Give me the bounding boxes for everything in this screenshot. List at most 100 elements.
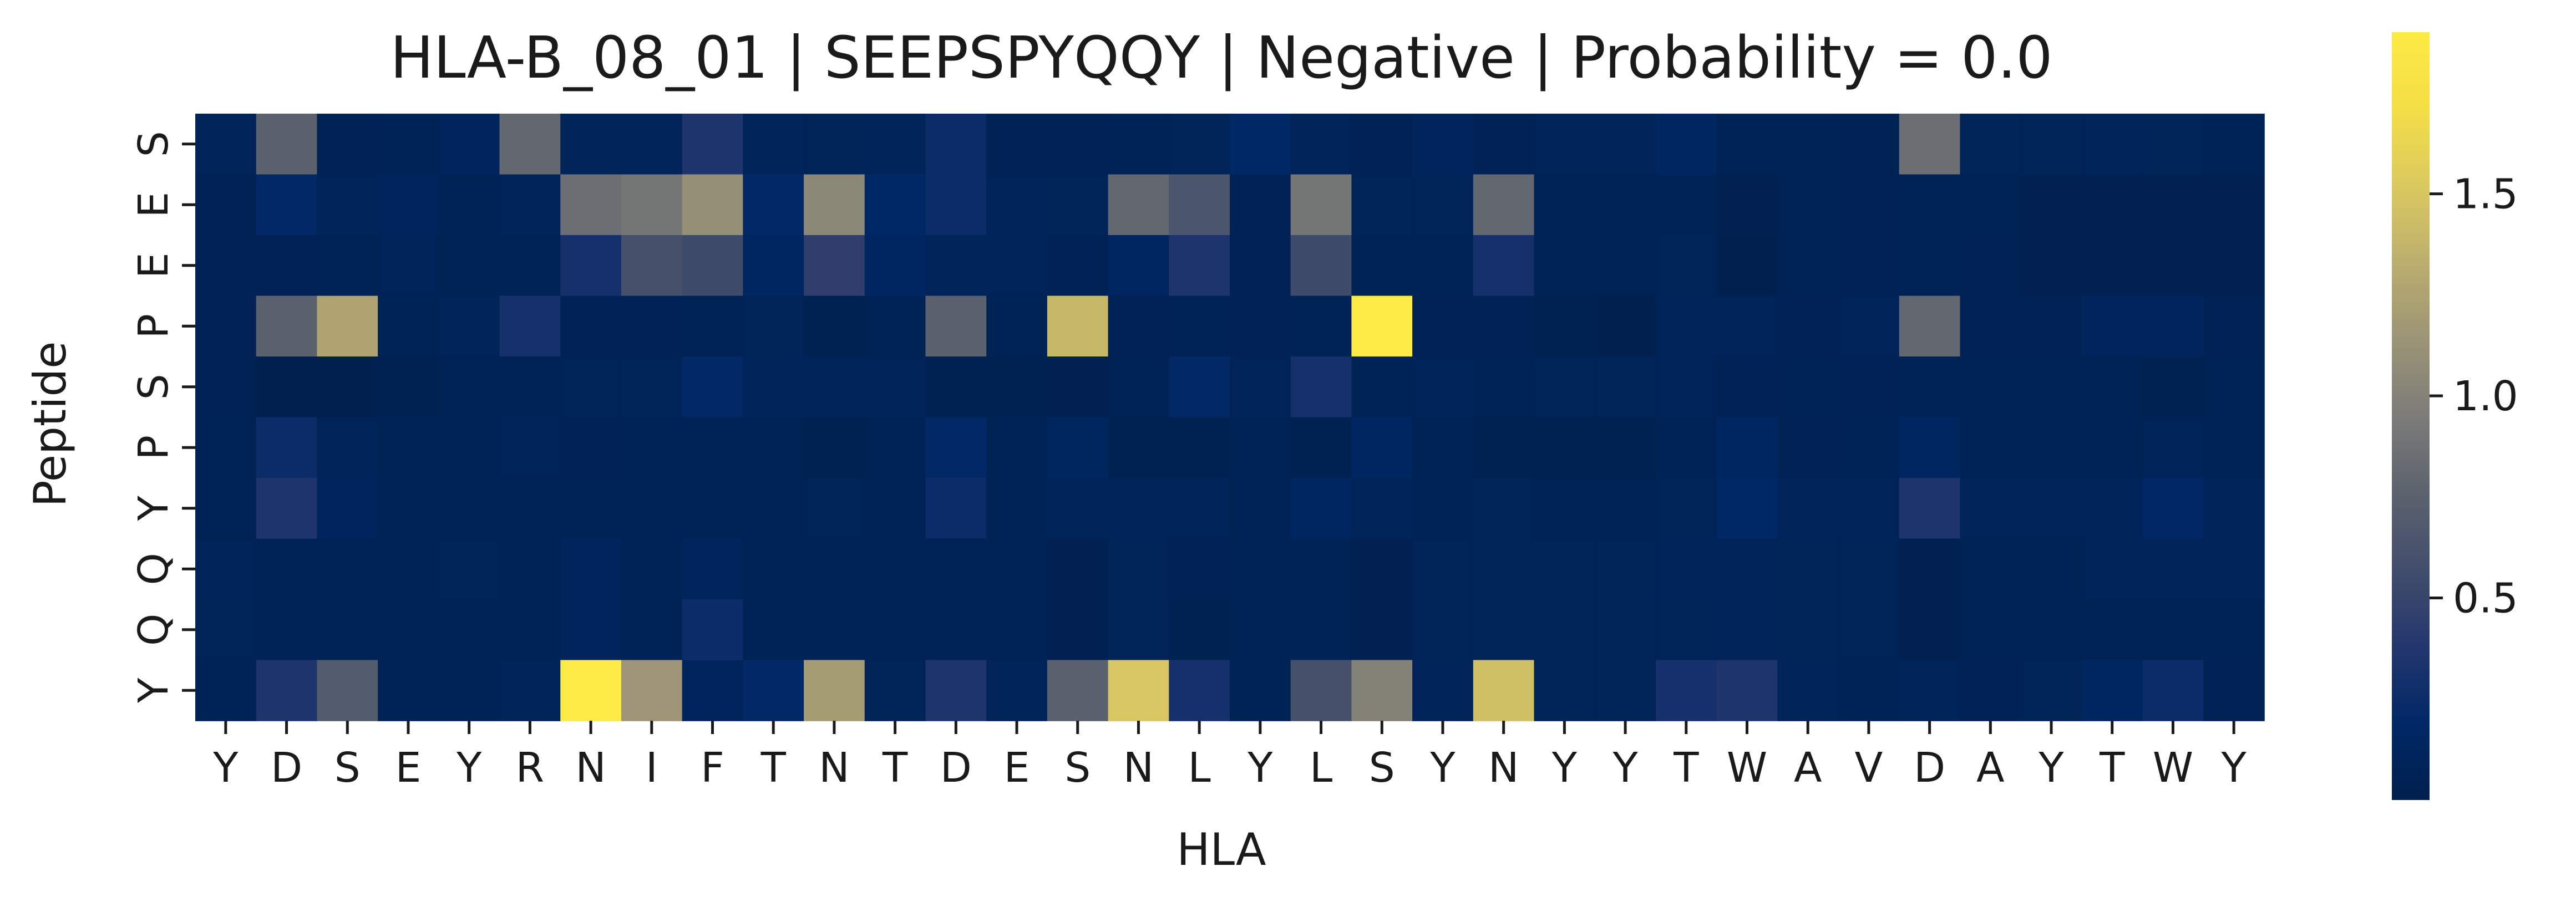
heatmap-cell xyxy=(621,356,683,418)
heatmap-cell xyxy=(2142,599,2204,661)
heatmap-cell xyxy=(986,174,1048,236)
heatmap-cell xyxy=(682,295,744,357)
y-tick-label: S xyxy=(130,374,178,400)
heatmap-cell xyxy=(1595,538,1656,600)
heatmap-cell xyxy=(1899,417,1961,478)
heatmap-cell xyxy=(804,599,865,661)
heatmap-cell xyxy=(2081,235,2143,297)
heatmap-cell xyxy=(1351,295,1413,357)
heatmap-cell xyxy=(1716,174,1778,236)
heatmap-cell xyxy=(1777,478,1839,539)
heatmap-cell xyxy=(2203,478,2265,539)
heatmap-cell xyxy=(1047,599,1109,661)
heatmap-cell xyxy=(682,538,744,600)
heatmap-cell xyxy=(2203,356,2265,418)
x-tick-label: Y xyxy=(2221,744,2247,792)
heatmap-cell xyxy=(1960,417,2021,478)
heatmap-cell xyxy=(1108,538,1170,600)
heatmap-cell xyxy=(1108,478,1170,539)
heatmap-cell xyxy=(2021,356,2082,418)
heatmap-cell xyxy=(499,478,561,539)
heatmap-cell xyxy=(1290,235,1352,297)
heatmap-cell xyxy=(499,114,561,175)
heatmap-cell xyxy=(1351,235,1413,297)
heatmap-cell xyxy=(1412,356,1474,418)
heatmap-cell xyxy=(864,599,926,661)
heatmap-cell xyxy=(1473,356,1535,418)
heatmap-cell xyxy=(1047,114,1109,175)
heatmap-cell xyxy=(1655,235,1717,297)
heatmap-cell xyxy=(2021,660,2082,721)
heatmap-cell xyxy=(1351,599,1413,661)
heatmap-cell xyxy=(1473,295,1535,357)
heatmap-cell xyxy=(621,538,683,600)
heatmap-cell xyxy=(986,235,1048,297)
y-tick-label: Q xyxy=(130,553,178,585)
heatmap-cell xyxy=(1655,417,1717,478)
x-tick-label: Y xyxy=(2038,744,2064,792)
x-tick-label: E xyxy=(1004,744,1030,792)
heatmap-cell xyxy=(1047,538,1109,600)
heatmap-cell xyxy=(2021,538,2082,600)
heatmap-cell xyxy=(743,356,804,418)
heatmap-cell xyxy=(1595,235,1656,297)
heatmap-cell xyxy=(925,538,987,600)
heatmap-cell xyxy=(925,114,987,175)
x-tick-label: E xyxy=(395,744,422,792)
heatmap-cell xyxy=(2142,478,2204,539)
heatmap-cell xyxy=(1960,660,2021,721)
heatmap-cell xyxy=(195,478,257,539)
heatmap-cell xyxy=(864,660,926,721)
heatmap-cell xyxy=(743,660,804,721)
colorbar-gradient xyxy=(2392,32,2430,800)
heatmap-cell xyxy=(1960,295,2021,357)
heatmap-cell xyxy=(1351,660,1413,721)
heatmap-cells xyxy=(195,114,2265,721)
heatmap-cell xyxy=(1473,599,1535,661)
x-tick-label: L xyxy=(1188,744,1211,792)
heatmap-cell xyxy=(560,356,622,418)
heatmap-cell xyxy=(317,174,378,236)
heatmap-cell xyxy=(317,538,378,600)
heatmap-cell xyxy=(743,538,804,600)
heatmap-cell xyxy=(438,478,500,539)
heatmap-cell xyxy=(1655,478,1717,539)
heatmap-cell xyxy=(2203,417,2265,478)
x-tick-label: S xyxy=(1369,744,1395,792)
heatmap-cell xyxy=(560,235,622,297)
heatmap-cell xyxy=(986,478,1048,539)
heatmap-cell xyxy=(1655,174,1717,236)
heatmap-cell xyxy=(1777,114,1839,175)
heatmap-cell xyxy=(195,356,257,418)
heatmap-cell xyxy=(1047,417,1109,478)
heatmap-cell xyxy=(1230,114,1291,175)
y-tick-label: S xyxy=(130,131,178,157)
heatmap-cell xyxy=(986,599,1048,661)
heatmap-cell xyxy=(499,538,561,600)
colorbar-tick-label: 1.5 xyxy=(2453,171,2518,218)
heatmap-cell xyxy=(1230,660,1291,721)
heatmap-cell xyxy=(438,417,500,478)
x-tick-label: T xyxy=(760,744,787,792)
heatmap-cell xyxy=(317,356,378,418)
heatmap-cell xyxy=(378,660,439,721)
heatmap-cell xyxy=(804,660,865,721)
heatmap-cell xyxy=(2142,295,2204,357)
heatmap-cell xyxy=(256,295,318,357)
heatmap-cell xyxy=(925,356,987,418)
heatmap-cell xyxy=(1412,538,1474,600)
heatmap-cell xyxy=(1290,538,1352,600)
heatmap-cell xyxy=(804,356,865,418)
heatmap-cell xyxy=(1108,174,1170,236)
heatmap-cell xyxy=(256,599,318,661)
y-tick-label: Q xyxy=(130,614,178,646)
heatmap-cell xyxy=(743,599,804,661)
heatmap-cell xyxy=(621,599,683,661)
x-tick-label: I xyxy=(646,744,658,792)
heatmap-cell xyxy=(682,478,744,539)
heatmap-cell xyxy=(2142,174,2204,236)
heatmap-cell xyxy=(378,538,439,600)
y-tick-label: Y xyxy=(130,677,178,704)
heatmap-cell xyxy=(560,114,622,175)
heatmap-cell xyxy=(499,599,561,661)
